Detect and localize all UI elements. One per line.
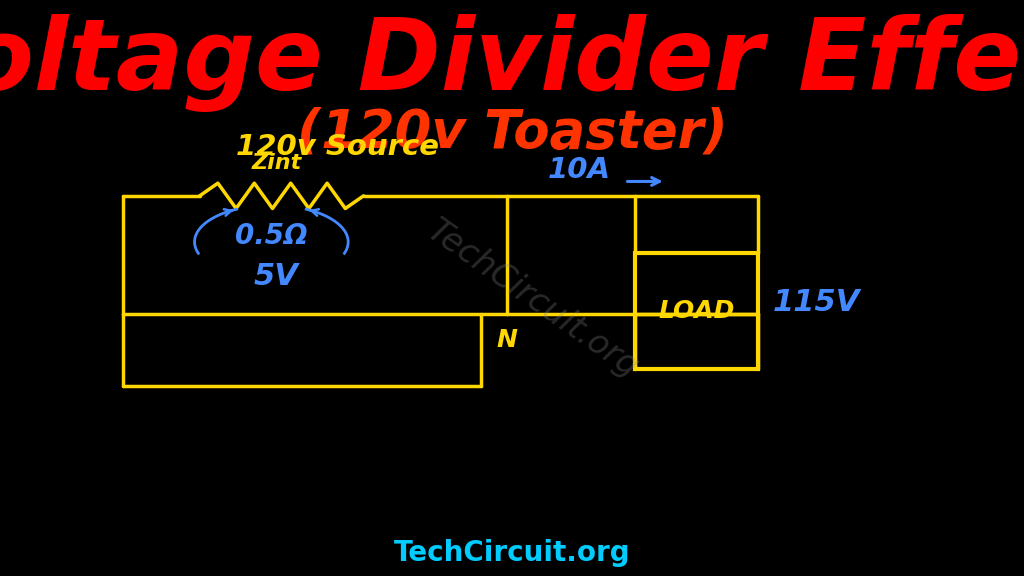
Text: 5V: 5V	[254, 262, 299, 291]
Text: (120v Toaster): (120v Toaster)	[297, 107, 727, 158]
Text: TechCircuit.org: TechCircuit.org	[393, 539, 631, 567]
Text: LOAD: LOAD	[658, 299, 734, 323]
Text: 0.5Ω: 0.5Ω	[236, 222, 307, 250]
Text: TechCircuit.org: TechCircuit.org	[421, 214, 644, 385]
Text: Zint: Zint	[251, 153, 302, 173]
Text: 120v Source: 120v Source	[237, 133, 439, 161]
Text: Voltage Divider Effect: Voltage Divider Effect	[0, 14, 1024, 112]
Text: 10A: 10A	[548, 156, 611, 184]
Bar	[635, 253, 758, 369]
Text: N: N	[497, 328, 517, 353]
Text: 115V: 115V	[773, 288, 860, 317]
